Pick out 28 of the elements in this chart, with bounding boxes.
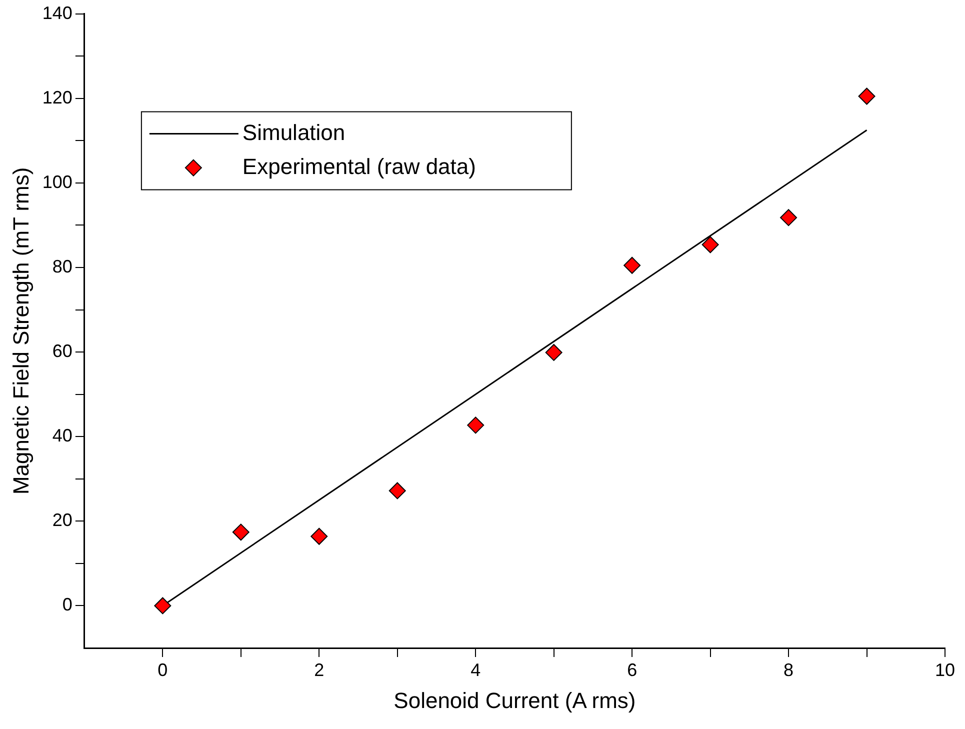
point: [858, 88, 876, 105]
x-tick-label: 8: [784, 660, 794, 680]
point: [624, 256, 641, 274]
point: [154, 597, 172, 614]
x-tick-label: 0: [158, 660, 168, 680]
y-tick-label: 80: [52, 256, 72, 276]
y-tick-label: 20: [52, 510, 72, 530]
point: [545, 344, 562, 361]
y-tick-label: 120: [42, 87, 72, 108]
y-tick-label: 40: [52, 426, 72, 446]
point: [232, 524, 250, 541]
y-tick-label: 100: [42, 172, 72, 192]
x-tick-label: 4: [470, 660, 481, 680]
x-tick-label: 10: [934, 660, 956, 680]
point: [388, 482, 406, 500]
y-tick-label: 60: [52, 341, 72, 362]
point: [310, 528, 328, 545]
y-tick-label: 0: [62, 594, 72, 615]
x-axis-title: Solenoid Current (A rms): [394, 688, 636, 713]
point: [467, 416, 484, 434]
x-tick-label: 2: [314, 660, 324, 680]
x-tick-label: 6: [627, 660, 638, 680]
y-axis-title: Magnetic Field Strength (mT rms): [8, 167, 34, 495]
point: [780, 209, 798, 226]
legend-label: Experimental (raw data): [242, 154, 476, 179]
y-tick-label: 140: [42, 2, 72, 23]
point: [702, 236, 719, 254]
legend-label: Simulation: [242, 120, 346, 145]
